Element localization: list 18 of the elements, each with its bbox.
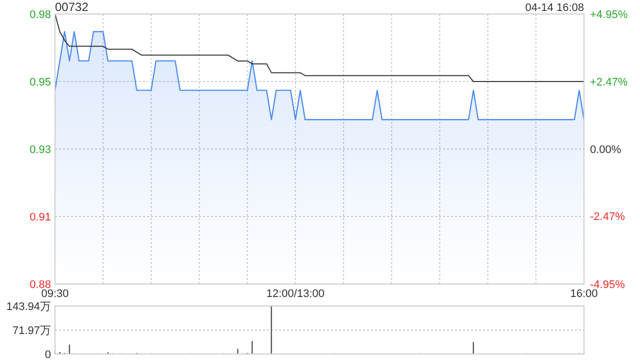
y-tick-label: 0.88 — [30, 278, 51, 291]
x-tick-label: 12:00/13:00 — [266, 288, 325, 300]
y2-tick-label: -4.95% — [590, 278, 626, 291]
y-tick-label: 0.93 — [30, 144, 51, 156]
y-tick-label: 0.91 — [30, 211, 51, 224]
y-tick-label: 71.97万 — [12, 324, 51, 337]
y2-tick-label: +4.95% — [590, 8, 628, 21]
y2-tick-label: +2.47% — [590, 76, 628, 88]
y-tick-label: 0.95 — [30, 76, 51, 88]
y-tick-label: 143.94万 — [6, 300, 51, 313]
x-tick-label: 09:30 — [41, 288, 69, 300]
chart-title: 00732 — [55, 0, 89, 14]
text: 04-14 16:08 — [525, 2, 584, 14]
y2-tick-label: -2.47% — [590, 211, 626, 224]
x-tick-label: 16:00 — [570, 288, 598, 300]
y-tick-label: 0 — [44, 348, 51, 360]
y-tick-label: 0.98 — [30, 8, 51, 21]
y2-tick-label: 0.00% — [590, 144, 622, 156]
